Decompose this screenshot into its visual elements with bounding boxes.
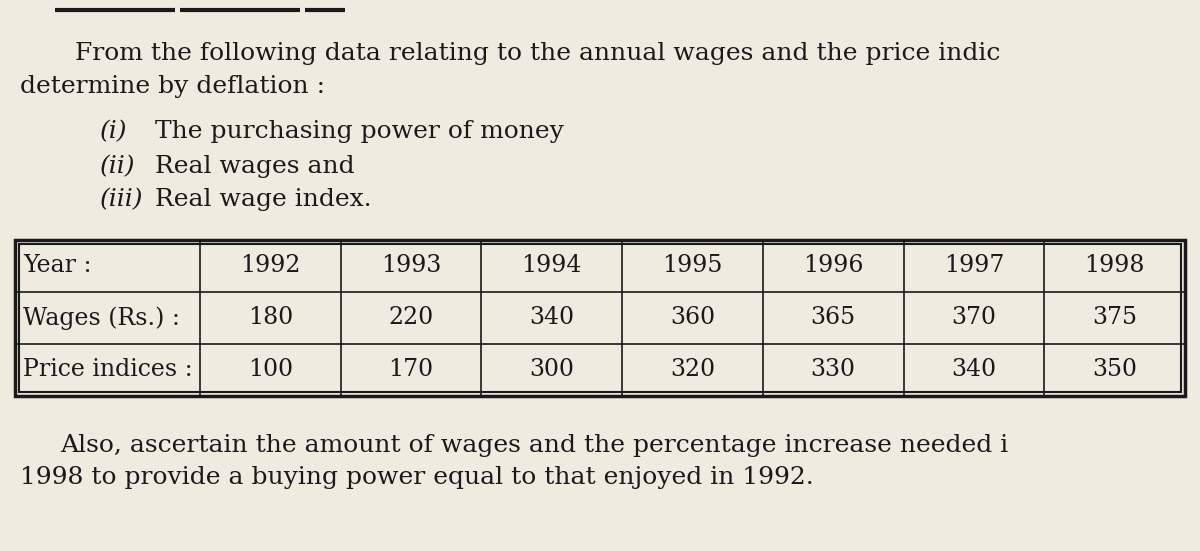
Text: 340: 340	[952, 359, 996, 381]
Text: 220: 220	[389, 306, 433, 329]
Text: determine by deflation :: determine by deflation :	[20, 75, 325, 98]
Text: 365: 365	[811, 306, 856, 329]
Text: 375: 375	[1092, 306, 1138, 329]
Text: 330: 330	[811, 359, 856, 381]
Text: 100: 100	[247, 359, 293, 381]
Text: Real wage index.: Real wage index.	[155, 188, 372, 211]
Text: 1993: 1993	[380, 255, 442, 278]
Text: 350: 350	[1092, 359, 1138, 381]
Text: (iii): (iii)	[100, 188, 144, 211]
Text: 1998: 1998	[1085, 255, 1145, 278]
Text: 1996: 1996	[803, 255, 864, 278]
Text: 360: 360	[670, 306, 715, 329]
Text: 1998 to provide a buying power equal to that enjoyed in 1992.: 1998 to provide a buying power equal to …	[20, 466, 814, 489]
Text: 300: 300	[529, 359, 575, 381]
Text: 320: 320	[670, 359, 715, 381]
Text: 180: 180	[247, 306, 293, 329]
Text: The purchasing power of money: The purchasing power of money	[155, 120, 564, 143]
Text: 1997: 1997	[943, 255, 1004, 278]
Text: Wages (Rs.) :: Wages (Rs.) :	[23, 306, 180, 329]
Text: From the following data relating to the annual wages and the price indic: From the following data relating to the …	[74, 42, 1001, 65]
Text: (ii): (ii)	[100, 155, 136, 178]
Text: Price indices :: Price indices :	[23, 359, 193, 381]
Text: 1994: 1994	[522, 255, 582, 278]
Text: 1995: 1995	[662, 255, 722, 278]
Text: 170: 170	[389, 359, 433, 381]
Text: Also, ascertain the amount of wages and the percentage increase needed i: Also, ascertain the amount of wages and …	[60, 434, 1008, 457]
Text: Year :: Year :	[23, 255, 91, 278]
Bar	[14, 240, 1186, 396]
Text: Real wages and: Real wages and	[155, 155, 355, 178]
Text: 370: 370	[952, 306, 996, 329]
Bar	[19, 244, 1181, 392]
Text: 340: 340	[529, 306, 575, 329]
Text: (i): (i)	[100, 120, 127, 143]
Text: 1992: 1992	[240, 255, 301, 278]
